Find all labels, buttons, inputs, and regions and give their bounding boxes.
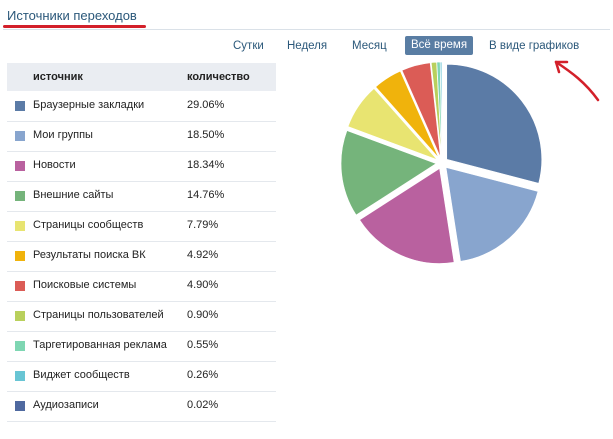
row-percent: 0.26%	[187, 369, 219, 381]
table-row: Таргетированная реклама 0.55%	[7, 331, 276, 362]
column-header-count: количество	[187, 71, 250, 83]
tab-charts-view[interactable]: В виде графиков	[489, 40, 580, 52]
table-row: Поисковые системы 4.90%	[7, 271, 276, 302]
table-row: Страницы сообществ 7.79%	[7, 211, 276, 242]
legend-swatch	[15, 401, 25, 411]
tab-day[interactable]: Сутки	[233, 40, 264, 52]
pie-slice	[340, 130, 437, 216]
row-percent: 7.79%	[187, 219, 219, 231]
legend-swatch	[15, 191, 25, 201]
legend-swatch	[15, 161, 25, 171]
row-percent: 14.76%	[187, 189, 225, 201]
pie-slice	[375, 70, 440, 159]
pie-slice	[347, 88, 438, 160]
table-row: Виджет сообществ 0.26%	[7, 361, 276, 392]
title-underline-annotation	[3, 25, 146, 28]
pie-slice	[401, 62, 441, 158]
sources-pie-chart	[340, 61, 543, 264]
table-row: Браузерные закладки 29.06%	[7, 91, 276, 122]
legend-swatch	[15, 131, 25, 141]
legend-swatch	[15, 371, 25, 381]
pie-slice	[446, 64, 543, 184]
legend-swatch	[15, 311, 25, 321]
legend-swatch	[15, 251, 25, 261]
table-row: Внешние сайты 14.76%	[7, 181, 276, 212]
tab-week[interactable]: Неделя	[287, 40, 328, 52]
table-header: источник количество	[7, 63, 276, 91]
row-percent: 0.90%	[187, 309, 219, 321]
table-row: Новости 18.34%	[7, 151, 276, 182]
legend-swatch	[15, 101, 25, 111]
row-percent: 29.06%	[187, 99, 225, 111]
row-source: Страницы пользователей	[33, 309, 164, 321]
row-source: Страницы сообществ	[33, 219, 144, 231]
row-percent: 18.50%	[187, 129, 225, 141]
tab-all-time[interactable]: Всё время	[405, 36, 474, 55]
row-source: Поисковые системы	[33, 279, 137, 291]
row-percent: 18.34%	[187, 159, 225, 171]
row-source: Мои группы	[33, 129, 93, 141]
row-source: Браузерные закладки	[33, 99, 145, 111]
row-source: Виджет сообществ	[33, 369, 130, 381]
table-row: Страницы пользователей 0.90%	[7, 301, 276, 332]
row-percent: 0.55%	[187, 339, 219, 351]
column-header-source: источник	[33, 71, 83, 83]
row-percent: 4.90%	[187, 279, 219, 291]
row-percent: 4.92%	[187, 249, 219, 261]
legend-swatch	[15, 281, 25, 291]
row-source: Результаты поиска ВК	[33, 249, 146, 261]
table-row: Аудиозаписи 0.02%	[7, 391, 276, 422]
header-divider	[3, 29, 610, 30]
row-percent: 0.02%	[187, 399, 219, 411]
row-source: Таргетированная реклама	[33, 339, 167, 351]
pie-slice	[445, 167, 539, 262]
table-row: Результаты поиска ВК 4.92%	[7, 241, 276, 272]
row-source: Аудиозаписи	[33, 399, 99, 411]
red-arrow-annotation	[554, 60, 600, 102]
pie-slice	[359, 167, 455, 264]
row-source: Внешние сайты	[33, 189, 114, 201]
legend-swatch	[15, 341, 25, 351]
tab-month[interactable]: Месяц	[352, 40, 387, 52]
row-source: Новости	[33, 159, 76, 171]
table-row: Мои группы 18.50%	[7, 121, 276, 152]
page-title: Источники переходов	[7, 8, 137, 23]
legend-swatch	[15, 221, 25, 231]
